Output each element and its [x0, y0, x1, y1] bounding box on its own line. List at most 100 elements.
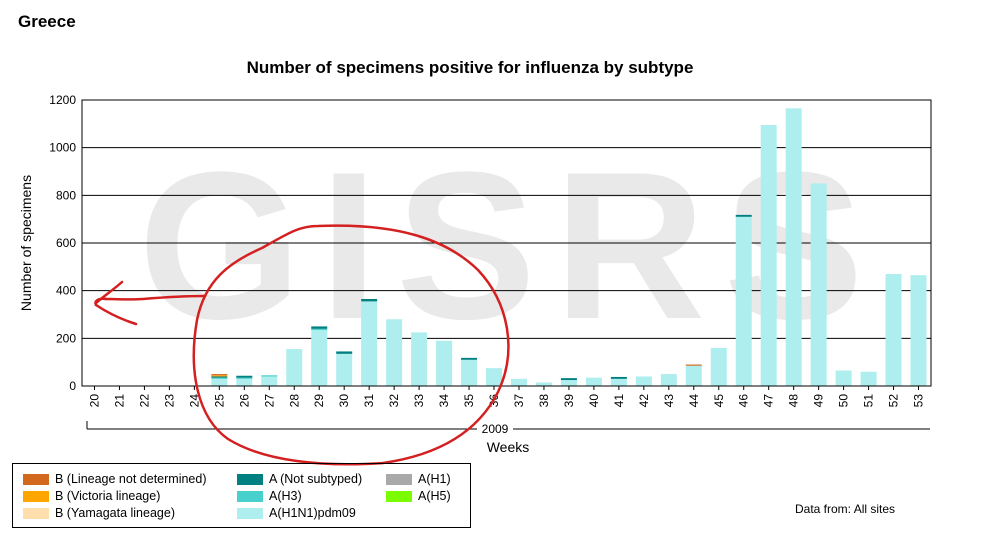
bar-segment [336, 353, 353, 386]
bar-segment [311, 326, 328, 329]
x-tick-label: 33 [412, 394, 426, 408]
bar-segment [211, 377, 228, 379]
x-tick-label: 41 [612, 394, 626, 408]
legend-label: B (Lineage not determined) [55, 472, 207, 486]
bar-segment [361, 299, 378, 302]
bar-segment [311, 328, 328, 330]
bar-segment [386, 319, 403, 386]
x-tick-label: 49 [812, 394, 826, 408]
legend-swatch [23, 490, 49, 502]
legend-item: B (Lineage not determined) [23, 472, 206, 486]
bar-segment [336, 351, 353, 354]
bar-segment [560, 378, 577, 381]
bar-segment [860, 371, 877, 386]
bar-segment [261, 375, 278, 377]
y-tick-label: 800 [56, 188, 76, 202]
x-tick-label: 38 [537, 394, 551, 408]
legend-swatch [237, 473, 263, 485]
bar-segment [211, 374, 228, 376]
legend-item: A(H1N1)pdm09 [237, 506, 356, 520]
bar-segment [311, 329, 328, 386]
red-annotation-stroke [94, 280, 124, 305]
red-annotation-stroke [192, 224, 510, 466]
year-label: 2009 [482, 422, 509, 436]
red-annotation-stroke [104, 294, 207, 301]
x-tick-label: 27 [262, 394, 276, 408]
y-tick-label: 400 [56, 284, 76, 298]
bar-segment [585, 377, 602, 386]
bar-segment [461, 357, 478, 360]
x-tick-label: 22 [137, 394, 151, 408]
bar-segment [610, 376, 627, 379]
x-tick-label: 25 [212, 394, 226, 408]
y-tick-label: 1000 [49, 141, 76, 155]
legend-item: A(H3) [237, 489, 302, 503]
red-annotation-stroke [94, 303, 138, 326]
bar-segment [685, 364, 702, 366]
bar-segment [910, 275, 927, 386]
bar-segment [610, 378, 627, 386]
legend-label: A(H1N1)pdm09 [269, 506, 356, 520]
bar-segment [211, 378, 228, 386]
bar-segment [735, 216, 752, 386]
y-tick-label: 600 [56, 236, 76, 250]
x-tick-label: 44 [687, 394, 701, 408]
y-tick-label: 200 [56, 331, 76, 345]
legend-label: B (Yamagata lineage) [55, 506, 175, 520]
x-tick-label: 30 [337, 394, 351, 408]
x-tick-label: 53 [912, 394, 926, 408]
bar-segment [411, 332, 428, 386]
y-tick-label: 1200 [49, 93, 76, 107]
bar-segment [486, 368, 503, 386]
x-tick-label: 39 [562, 394, 576, 408]
legend: B (Lineage not determined) B (Victoria li… [12, 463, 471, 528]
bar-segment [236, 377, 253, 379]
x-tick-label: 40 [587, 394, 601, 408]
legend-swatch [386, 473, 412, 485]
bar-segment [236, 378, 253, 386]
bar-segment [461, 359, 478, 386]
x-tick-label: 24 [187, 394, 201, 408]
legend-label: A (Not subtyped) [269, 472, 363, 486]
bar-segment [810, 183, 827, 386]
x-tick-label: 23 [162, 394, 176, 408]
bar-segment [236, 375, 253, 378]
bar-segment [535, 382, 552, 386]
bar-segment [835, 370, 852, 386]
x-tick-label: 42 [637, 394, 651, 408]
x-tick-label: 48 [787, 394, 801, 408]
x-tick-label: 20 [87, 394, 101, 408]
bar-segment [261, 376, 278, 386]
legend-swatch [386, 490, 412, 502]
x-tick-label: 21 [112, 394, 126, 408]
x-tick-label: 37 [512, 394, 526, 408]
x-tick-label: 50 [837, 394, 851, 408]
bar-segment [436, 340, 453, 386]
x-tick-label: 34 [437, 394, 451, 408]
bar-segment [211, 376, 228, 378]
x-axis-title: Weeks [487, 439, 530, 455]
hand-drawn-annotation [94, 224, 510, 466]
bar-segment [510, 378, 527, 386]
bars [211, 108, 927, 387]
x-tick-label: 31 [362, 394, 376, 408]
bar-segment [635, 376, 652, 386]
legend-label: A(H3) [269, 489, 302, 503]
legend-swatch [23, 507, 49, 519]
bar-segment [785, 108, 802, 386]
legend-item: A(H1) [386, 472, 451, 486]
legend-label: B (Victoria lineage) [55, 489, 161, 503]
y-tick-label: 0 [69, 379, 76, 393]
bar-segment [560, 380, 577, 386]
x-tick-label: 32 [387, 394, 401, 408]
legend-item: A (Not subtyped) [237, 472, 362, 486]
legend-swatch [237, 490, 263, 502]
legend-item: B (Yamagata lineage) [23, 506, 175, 520]
bar-segment [660, 374, 677, 386]
bar-segment [885, 273, 902, 386]
x-tick-label: 46 [737, 394, 751, 408]
legend-swatch [237, 507, 263, 519]
bar-segment [685, 365, 702, 386]
bar-segment [211, 375, 228, 377]
